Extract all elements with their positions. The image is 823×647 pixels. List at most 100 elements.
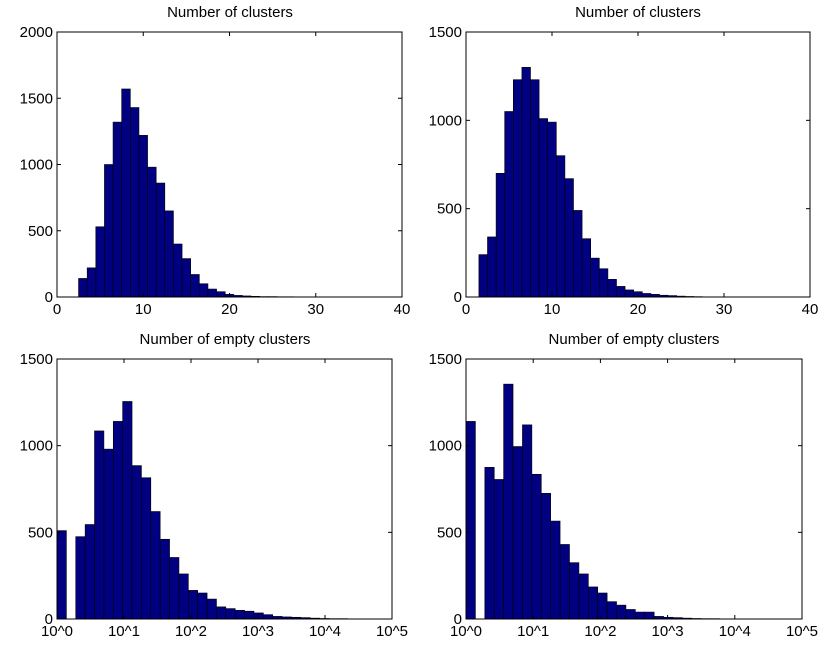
histogram-bar <box>197 592 208 620</box>
x-tick-label: 10 <box>135 301 152 318</box>
panel-bottom-right: Number of empty clusters 10^0 10^1 10^2 10^… <box>429 331 818 640</box>
axis-ticks: 0 10 20 30 40 0 500 1000 1500 <box>429 24 819 318</box>
histogram-bar <box>569 562 580 620</box>
histogram-bar <box>112 421 123 620</box>
axes-frame <box>56 358 393 620</box>
histogram-bar <box>597 592 608 620</box>
histogram-bar <box>253 612 264 620</box>
histogram-bar <box>225 608 236 620</box>
y-tick-label: 500 <box>437 524 462 541</box>
bars <box>478 67 772 298</box>
chart-title: Number of clusters <box>575 4 701 21</box>
y-tick-label: 1500 <box>429 24 462 41</box>
x-tick-label: 10^0 <box>41 623 73 640</box>
chart-title: Number of empty clusters <box>549 331 720 348</box>
x-tick-label: 10^4 <box>309 623 341 640</box>
histogram-bar <box>487 236 497 298</box>
histogram-bar <box>512 79 523 298</box>
histogram-bar <box>199 283 209 298</box>
histogram-bar <box>538 118 548 298</box>
histogram-bar <box>178 573 189 620</box>
histogram-bar <box>504 111 514 298</box>
histogram-bar <box>164 210 174 298</box>
x-tick-label: 30 <box>716 301 733 318</box>
histogram-bar <box>564 178 574 298</box>
y-tick-label: 1000 <box>20 157 53 174</box>
y-tick-label: 0 <box>45 289 53 306</box>
histogram-bar <box>56 530 67 620</box>
y-tick-label: 0 <box>454 289 462 306</box>
histogram-bar <box>547 121 557 298</box>
axis-ticks: 10^0 10^1 10^2 10^3 10^4 10^5 0 500 1000 1500 <box>429 351 818 640</box>
histogram-bar <box>244 610 255 620</box>
histogram-bar <box>465 421 476 620</box>
histogram-bar <box>531 473 542 620</box>
x-tick-label: 10^2 <box>175 623 207 640</box>
y-tick-label: 1000 <box>429 112 462 129</box>
histogram-bar <box>495 173 506 298</box>
histogram-bar <box>181 258 191 298</box>
bars <box>56 401 367 620</box>
histogram-bar <box>94 430 105 620</box>
histogram-bar <box>624 289 634 298</box>
x-tick-label: 40 <box>802 301 819 318</box>
x-tick-label: 10^5 <box>376 623 408 640</box>
histogram-bar <box>616 286 626 298</box>
x-tick-label: 10^3 <box>242 623 274 640</box>
x-tick-label: 10^4 <box>719 623 751 640</box>
histogram-bar <box>484 467 495 620</box>
panel-top-right: Number of clusters 0 10 20 30 40 0 500 1000 1500 <box>429 4 819 318</box>
histogram-bar <box>559 544 570 620</box>
x-tick-label: 10^0 <box>450 623 482 640</box>
histogram-bar <box>141 477 152 620</box>
histogram-bar <box>503 383 514 620</box>
histogram-bar <box>159 538 170 620</box>
histogram-bar <box>550 520 561 620</box>
panel-top-left: Number of clusters 0 10 20 30 40 0 500 1000 1500… <box>20 4 411 318</box>
y-tick-label: 1500 <box>20 90 53 107</box>
y-tick-label: 1000 <box>20 438 53 455</box>
histogram-bar <box>522 424 533 620</box>
histogram-bar <box>86 267 97 298</box>
histogram-bar <box>607 279 617 298</box>
histogram-bar <box>84 524 95 620</box>
histogram-bar <box>644 611 655 620</box>
histogram-bar <box>512 446 523 620</box>
chart-title: Number of clusters <box>167 4 293 21</box>
histogram-bar <box>641 293 652 298</box>
histogram-bar <box>122 401 133 620</box>
histogram-bar <box>188 590 199 620</box>
x-tick-label: 20 <box>221 301 238 318</box>
histogram-bar <box>635 611 646 620</box>
y-tick-label: 1500 <box>20 351 53 368</box>
y-tick-label: 500 <box>28 223 53 240</box>
chart-title: Number of empty clusters <box>140 331 311 348</box>
histogram-bar <box>216 606 227 620</box>
x-tick-label: 10^1 <box>517 623 549 640</box>
histogram-bar <box>121 88 131 298</box>
histogram-bar <box>95 226 105 298</box>
histogram-bar <box>147 166 157 298</box>
histogram-bar <box>573 210 583 298</box>
x-tick-label: 20 <box>630 301 647 318</box>
histogram-bar <box>104 164 114 298</box>
histogram-bar <box>540 493 551 620</box>
histogram-bar <box>578 573 589 620</box>
histogram-bar <box>190 274 200 298</box>
y-tick-label: 1500 <box>429 351 462 368</box>
panel-bottom-left: Number of empty clusters 10^0 10^1 10^2 10^… <box>20 331 408 640</box>
y-tick-label: 1000 <box>429 438 462 455</box>
histogram-bar <box>206 598 217 620</box>
x-tick-label: 0 <box>462 301 470 318</box>
x-tick-label: 40 <box>394 301 411 318</box>
histogram-bar <box>234 610 245 620</box>
histogram-bar <box>616 604 627 620</box>
x-tick-label: 0 <box>53 301 61 318</box>
histogram-bar <box>78 278 88 298</box>
x-tick-label: 30 <box>307 301 324 318</box>
histogram-bar <box>207 288 217 298</box>
x-tick-label: 10^2 <box>584 623 616 640</box>
y-tick-label: 2000 <box>20 24 53 41</box>
histogram-bar <box>493 479 504 620</box>
